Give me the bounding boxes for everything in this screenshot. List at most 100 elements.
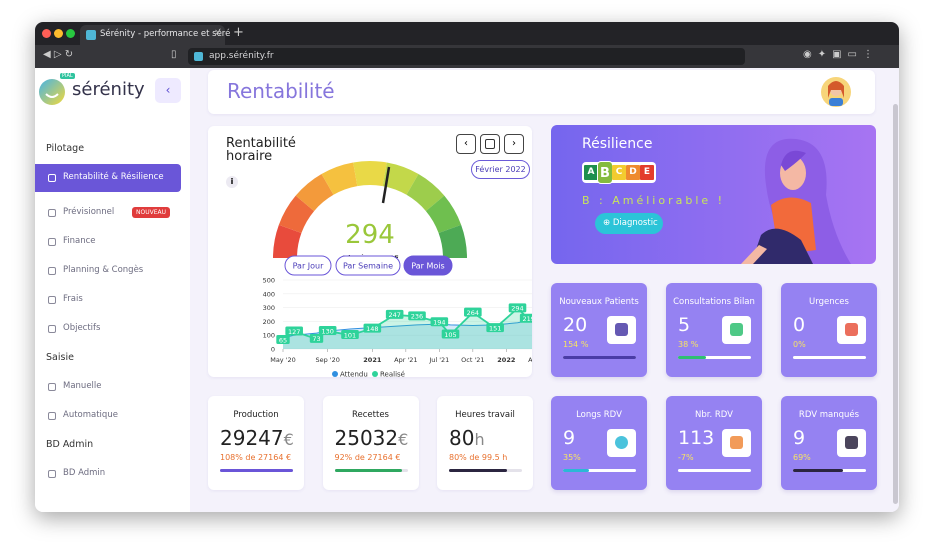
period-tab[interactable] xyxy=(284,255,332,276)
stat-icon xyxy=(837,429,866,457)
stat-percent: 69% xyxy=(793,453,811,462)
progress-bar xyxy=(449,469,508,472)
period-button[interactable]: Février 2022 xyxy=(471,160,530,179)
info-button[interactable]: i xyxy=(226,176,238,188)
stat-icon xyxy=(722,316,751,344)
prev-button[interactable]: ‹ xyxy=(456,134,476,154)
gauge-segment xyxy=(273,224,302,258)
y-tick-label: 300 xyxy=(263,304,275,312)
stat-title: Nbr. RDV xyxy=(695,410,733,420)
logo-icon xyxy=(39,79,65,105)
nav-icon xyxy=(48,238,56,246)
data-label: 65 xyxy=(279,336,287,344)
nav-item[interactable]: BD Admin xyxy=(35,464,181,484)
progress-track xyxy=(678,469,751,472)
nav-icon xyxy=(48,412,56,420)
nav-label: Planning & Congès xyxy=(63,265,144,275)
avatar[interactable] xyxy=(820,76,852,108)
stat-icon-glyph xyxy=(845,436,858,449)
period-tab[interactable] xyxy=(403,255,453,276)
y-tick-label: 500 xyxy=(263,277,275,285)
stat-card: RDV manqués 9 69% xyxy=(781,396,877,490)
nav-icon xyxy=(48,383,56,391)
stat-title: Consultations Bilan xyxy=(673,297,755,307)
legend-marker xyxy=(332,371,338,377)
period-tab-label: Par Jour xyxy=(293,262,325,271)
logo-text: sérénity xyxy=(72,79,145,100)
data-label: 264 xyxy=(467,309,479,317)
stat-title: Nouveaux Patients xyxy=(559,297,639,307)
stat-percent: 0% xyxy=(793,340,806,349)
gauge-segment xyxy=(438,224,467,258)
stat-icon-glyph xyxy=(615,323,628,336)
total-value: 25032 xyxy=(334,426,399,450)
nav-item[interactable]: Objectifs xyxy=(35,319,181,339)
data-label: 105 xyxy=(444,331,456,339)
page-title: Rentabilité xyxy=(227,79,335,103)
nav-item[interactable]: Automatique xyxy=(35,406,181,426)
data-label-box xyxy=(464,307,482,317)
nav-item[interactable]: Finance xyxy=(35,232,181,252)
progress-bar xyxy=(563,356,636,359)
progress-bar xyxy=(220,469,293,472)
progress-track xyxy=(334,469,408,472)
nav-item[interactable]: Prévisionnel NOUVEAU xyxy=(35,203,181,223)
grade: A xyxy=(584,165,598,180)
period-tab[interactable] xyxy=(335,255,401,276)
progress-bar xyxy=(563,469,589,472)
stat-icon-glyph xyxy=(845,323,858,336)
data-label-box xyxy=(408,311,426,321)
x-tick-label: Sep '20 xyxy=(315,356,339,364)
data-label: 151 xyxy=(489,324,501,332)
total-value: 80 xyxy=(449,426,475,450)
calendar-button[interactable] xyxy=(480,134,500,154)
resilience-title: Résilience xyxy=(582,136,653,152)
stat-title: Urgences xyxy=(809,297,849,307)
data-label: 294 xyxy=(511,305,523,313)
new-tab[interactable]: + xyxy=(233,25,244,40)
stat-icon-glyph xyxy=(730,436,743,449)
period-tab-label: Par Semaine xyxy=(343,262,393,271)
nav-item[interactable]: Manuelle xyxy=(35,377,181,397)
illustration xyxy=(741,138,851,264)
nav-item[interactable]: Planning & Congès xyxy=(35,261,181,281)
scrollbar-track xyxy=(892,68,899,512)
stat-value: 0 xyxy=(793,314,806,336)
x-tick-label: 2021 xyxy=(363,356,382,364)
next-button[interactable]: › xyxy=(504,134,524,154)
stat-card: Consultations Bilan 5 38 % xyxy=(666,283,762,377)
x-tick-label: May '20 xyxy=(270,356,296,364)
stat-icon-glyph xyxy=(615,436,628,449)
data-label: 73 xyxy=(312,335,320,343)
collapse-button[interactable]: ‹ xyxy=(155,78,181,103)
total-unit: h xyxy=(474,430,485,449)
data-label: 101 xyxy=(344,331,356,339)
x-tick-label: Apr '22 xyxy=(528,356,532,364)
total-card: Production 29247€ 108% de 27164 € xyxy=(208,396,304,490)
section-title: BD Admin xyxy=(46,439,94,450)
stat-percent: 38 % xyxy=(678,340,699,349)
stat-icon-glyph xyxy=(730,323,743,336)
grade: B xyxy=(597,161,613,184)
data-label-box xyxy=(486,323,504,333)
gauge-needle xyxy=(381,166,391,204)
stat-icon xyxy=(607,316,636,344)
scrollbar-thumb[interactable] xyxy=(893,104,898,504)
nav-label: Frais xyxy=(63,294,83,304)
nav-item[interactable]: Rentabilité & Résilience xyxy=(35,164,181,192)
favicon xyxy=(86,30,96,40)
total-target: de 27164 € xyxy=(354,453,401,462)
data-label: 219 xyxy=(522,315,532,323)
nav-item[interactable]: Frais xyxy=(35,290,181,310)
address-bar[interactable]: app.sérénity.fr xyxy=(188,48,745,65)
total-title: Production xyxy=(233,410,279,420)
tab[interactable]: Sérénity - performance et séré × xyxy=(80,25,230,45)
nav-label: BD Admin xyxy=(63,468,106,478)
stat-value: 113 xyxy=(678,427,715,449)
progress-track xyxy=(449,469,522,472)
data-label-box xyxy=(519,313,532,323)
stat-icon xyxy=(837,316,866,344)
diagnostic-button[interactable]: ⊕ Diagnostic xyxy=(595,213,663,234)
close-dot xyxy=(42,29,51,38)
